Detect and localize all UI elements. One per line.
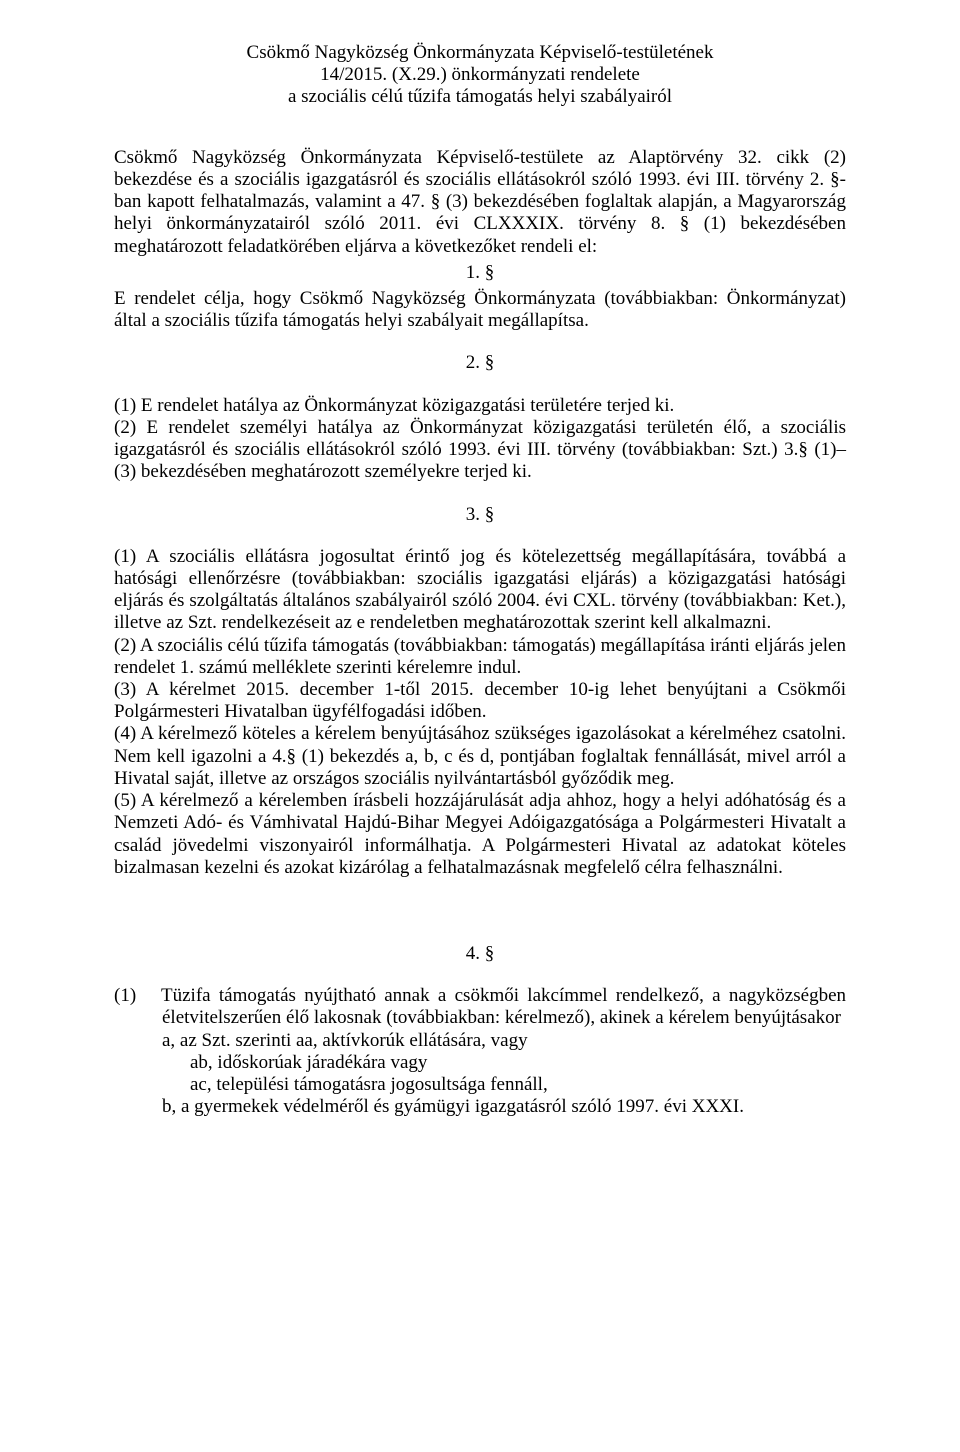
document-page: Csökmő Nagyközség Önkormányzata Képvisel… [0, 0, 960, 1452]
section-3-body: (1) A szociális ellátásra jogosultat éri… [114, 546, 846, 879]
section-1-number: 1. § [114, 262, 846, 284]
section-2-body: (1) E rendelet hatálya az Önkormányzat k… [114, 395, 846, 484]
title-line-1: Csökmő Nagyközség Önkormányzata Képvisel… [114, 42, 846, 64]
preamble-text: Csökmő Nagyközség Önkormányzata Képvisel… [114, 147, 846, 258]
section-4-p1: (1) Tüzifa támogatás nyújtható annak a c… [162, 985, 846, 1029]
title-block: Csökmő Nagyközség Önkormányzata Képvisel… [114, 42, 846, 109]
section-4-ac: ac, települési támogatásra jogosultsága … [162, 1074, 846, 1096]
section-4-list: (1) Tüzifa támogatás nyújtható annak a c… [114, 985, 846, 1118]
section-4-p1-intro: Tüzifa támogatás nyújtható annak a csökm… [161, 985, 846, 1028]
section-4-p1-label: (1) [114, 985, 136, 1006]
title-line-3: a szociális célú tűzifa támogatás helyi … [114, 86, 846, 108]
section-4-number: 4. § [114, 943, 846, 965]
section-3-number: 3. § [114, 504, 846, 526]
section-4-a: a, az Szt. szerinti aa, aktívkorúk ellát… [162, 1030, 846, 1052]
section-4-ab: ab, időskorúak járadékára vagy [162, 1052, 846, 1074]
section-4-b: b, a gyermekek védelméről és gyámügyi ig… [162, 1096, 846, 1118]
section-1-body: E rendelet célja, hogy Csökmő Nagyközség… [114, 288, 846, 332]
title-line-2: 14/2015. (X.29.) önkormányzati rendelete [114, 64, 846, 86]
spacer [114, 899, 846, 923]
section-2-number: 2. § [114, 352, 846, 374]
